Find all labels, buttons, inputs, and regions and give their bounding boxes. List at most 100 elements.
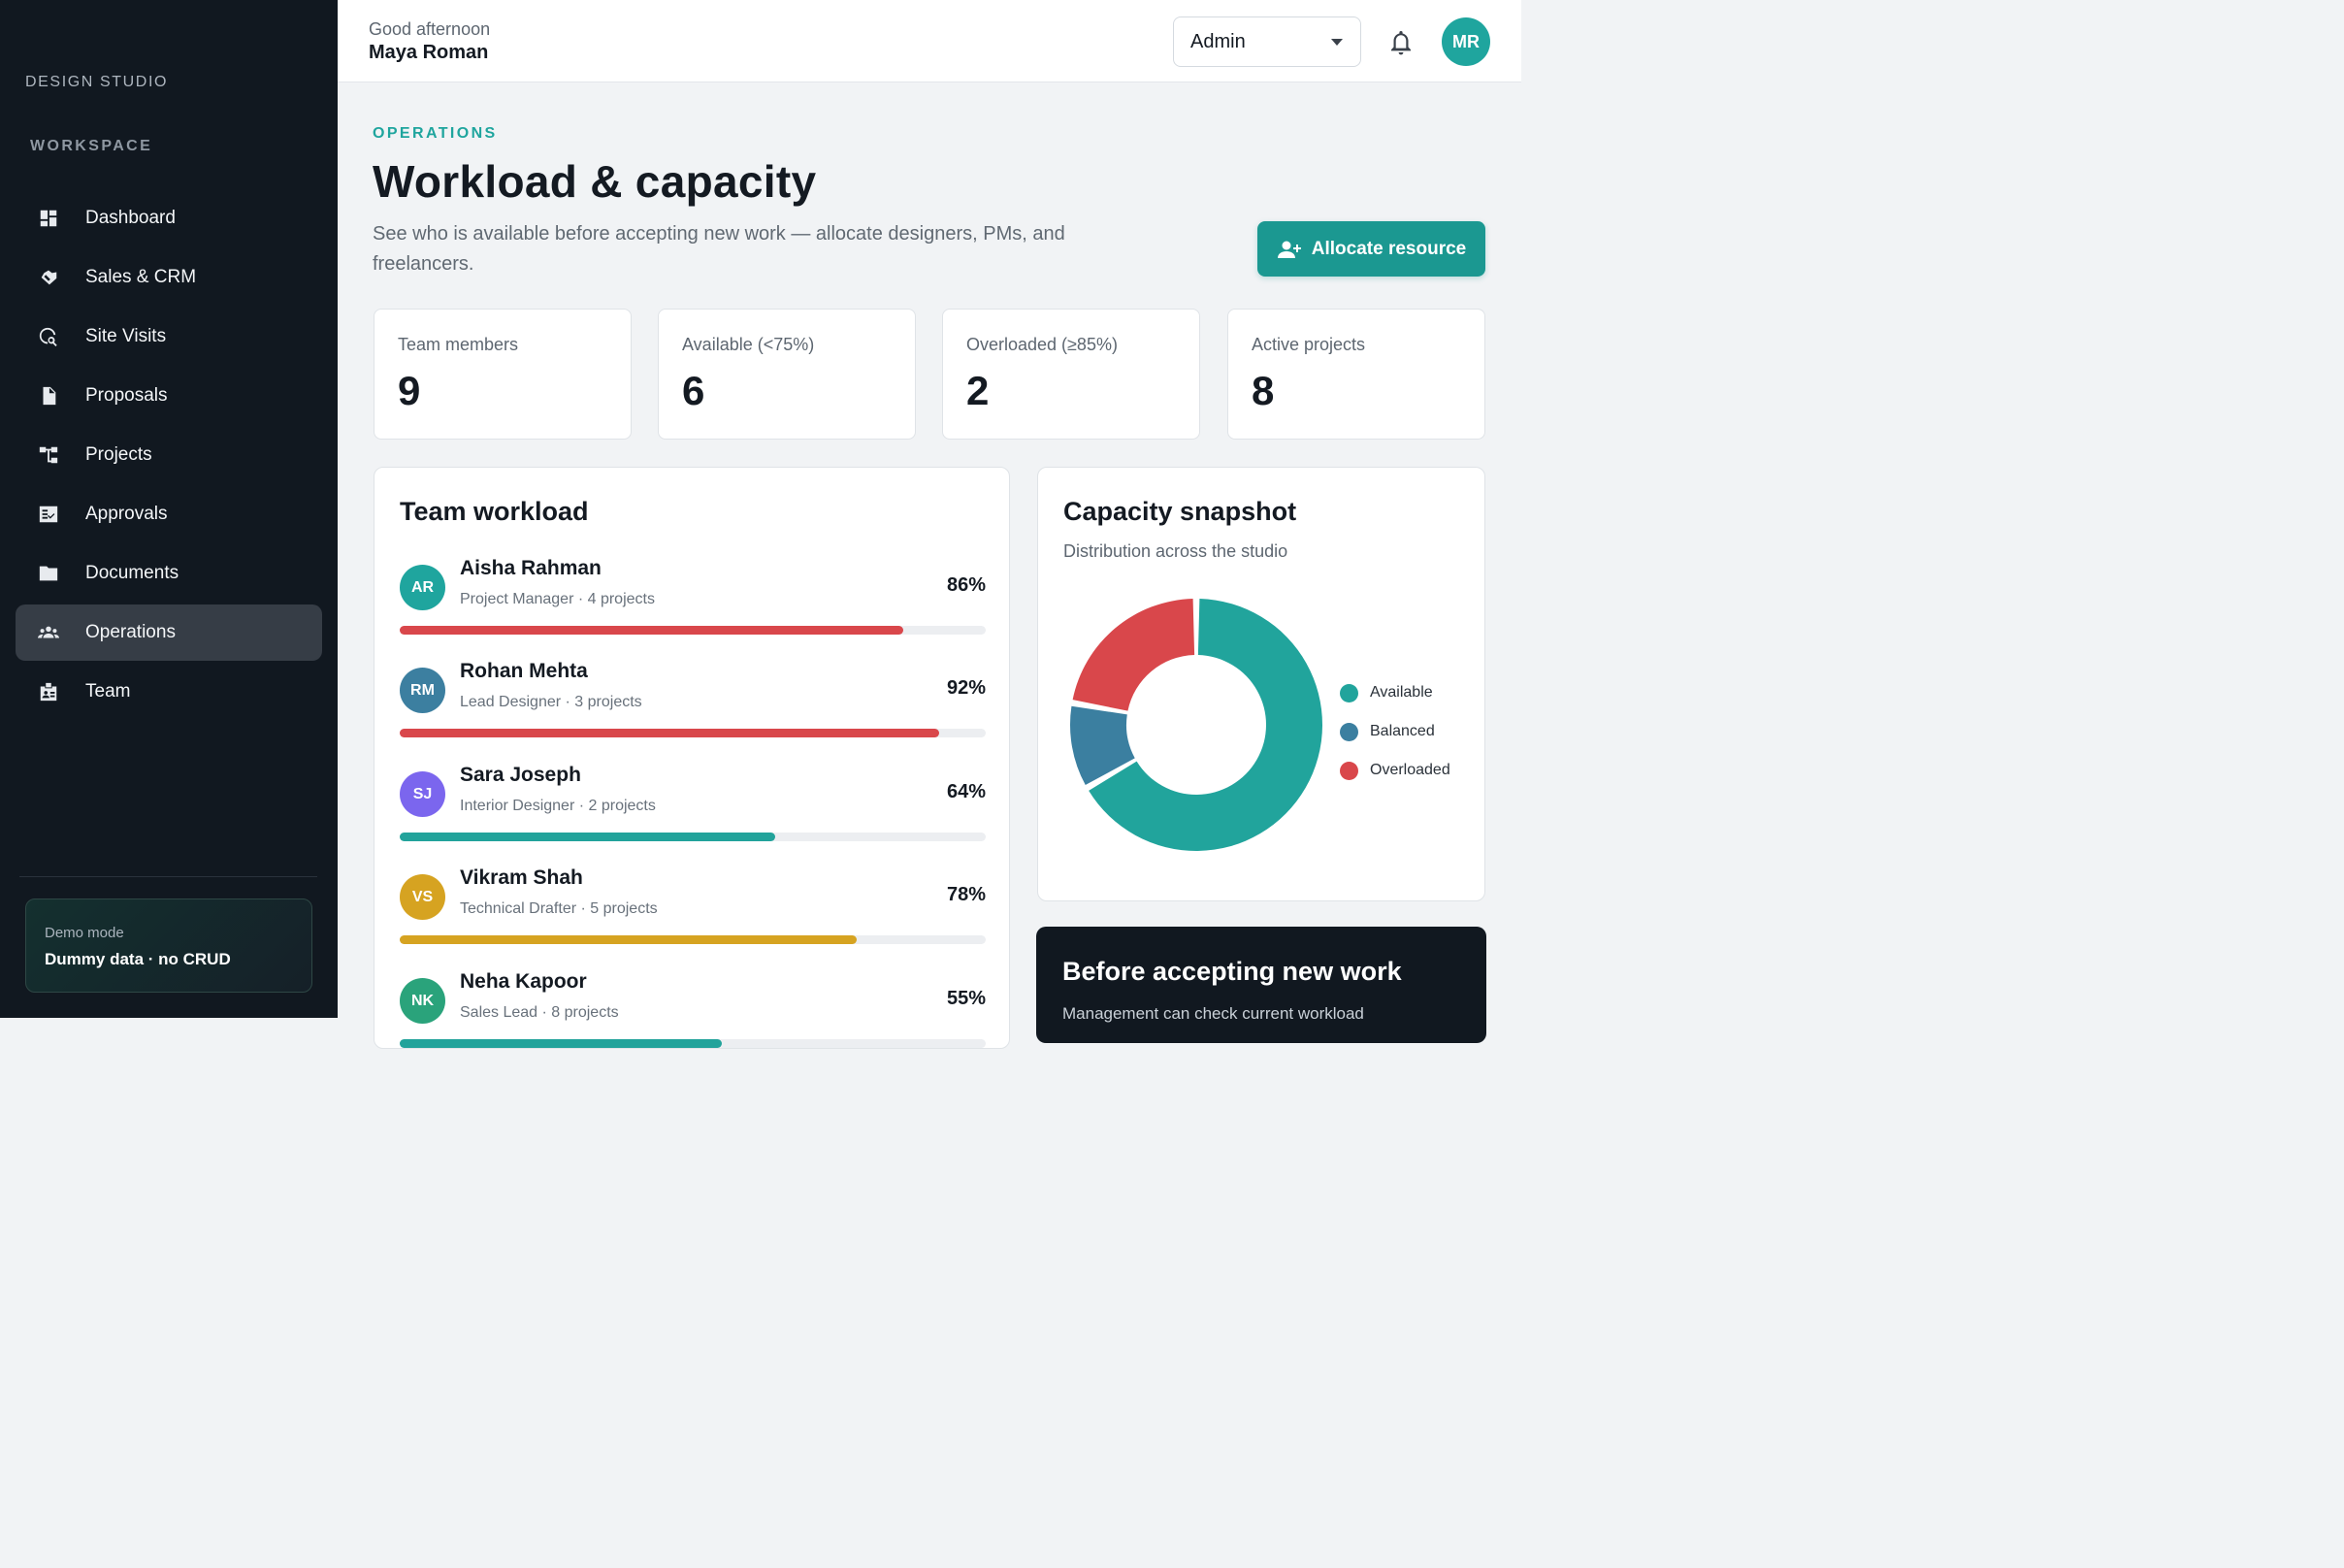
badge-icon [37,680,60,703]
legend-label: Balanced [1370,723,1435,739]
legend-dot [1340,761,1358,780]
stat-value: 9 [398,368,421,413]
legend-item: Available [1340,673,1450,712]
before-new-work-title: Before accepting new work [1062,957,1402,986]
sidebar-item-sales-crm[interactable]: Sales & CRM [16,249,322,306]
sidebar-item-label: Projects [85,444,152,465]
sidebar-item-label: Team [85,681,131,702]
groups-icon [37,621,60,644]
workload-bar-track [400,935,986,944]
donut-slice-balanced [1070,705,1135,786]
dashboard-icon [37,207,60,230]
team-member-row[interactable]: RM Rohan Mehta Lead Designer · 3 projects 9… [400,660,986,757]
workload-bar-track [400,729,986,737]
stat-label: Active projects [1252,335,1366,354]
chevron-down-icon [1331,39,1343,46]
team-member-row[interactable]: AR Aisha Rahman Project Manager · 4 projec… [400,557,986,654]
donut-slice-available [1089,599,1322,851]
member-workload-percent: 55% [946,988,986,1009]
stat-card-team-members: Team members 9 [374,309,632,440]
role-select-value: Admin [1190,30,1246,52]
person-add-icon [1277,241,1301,258]
sidebar-item-approvals[interactable]: Approvals [16,486,322,542]
fact-check-icon [37,503,60,526]
workload-bar-fill [400,833,775,841]
before-new-work-panel: Before accepting new work Management can… [1036,927,1486,1043]
member-name: Sara Joseph [460,764,581,786]
member-role: Project Manager · 4 projects [460,591,655,607]
sidebar-item-dashboard[interactable]: Dashboard [16,190,322,246]
capacity-legend: Available Balanced Overloaded [1340,673,1450,790]
sidebar-item-label: Dashboard [85,208,176,228]
member-role: Sales Lead · 8 projects [460,1004,619,1021]
workload-bar-track [400,833,986,841]
stat-card-overloaded: Overloaded (≥85%) 2 [942,309,1200,440]
team-member-row[interactable]: VS Vikram Shah Technical Drafter · 5 proje… [400,866,986,964]
member-role: Interior Designer · 2 projects [460,798,656,814]
brand-name: DESIGN STUDIO [25,74,169,90]
workspace-label: WORKSPACE [30,138,153,154]
member-avatar: SJ [400,771,445,817]
sidebar-item-operations[interactable]: Operations [16,604,322,661]
member-name: Neha Kapoor [460,970,587,993]
capacity-snapshot-panel: Capacity snapshot Distribution across th… [1037,467,1485,901]
workload-bar-track [400,626,986,635]
sidebar-item-site-visits[interactable]: Site Visits [16,309,322,365]
capacity-title: Capacity snapshot [1063,497,1297,526]
page-description: See who is available before accepting ne… [373,223,1065,275]
workload-bar-fill [400,626,904,635]
stat-value: 2 [966,368,990,413]
sidebar-item-label: Documents [85,563,179,583]
legend-label: Overloaded [1370,762,1450,778]
workload-bar-track [400,1039,986,1048]
sidebar-item-documents[interactable]: Documents [16,545,322,602]
top-bar: Good afternoon Maya Roman Admin MR [338,0,1521,82]
member-role: Technical Drafter · 5 projects [460,900,658,917]
allocate-resource-label: Allocate resource [1311,238,1467,259]
member-role: Lead Designer · 3 projects [460,694,642,710]
workload-bar-fill [400,1039,723,1048]
member-name: Vikram Shah [460,866,583,889]
stat-label: Available (<75%) [682,335,815,354]
stat-card-available: Available (<75%) 6 [658,309,916,440]
stat-card-active-projects: Active projects 8 [1227,309,1485,440]
capacity-donut-chart [1070,599,1322,851]
account-tree-icon [37,443,60,467]
legend-dot [1340,683,1358,702]
legend-label: Available [1370,684,1433,701]
member-avatar: VS [400,874,445,920]
allocate-resource-button[interactable]: Allocate resource [1257,221,1485,277]
sidebar-item-label: Operations [85,622,176,642]
folder-icon [37,562,60,585]
member-name: Aisha Rahman [460,557,602,579]
sidebar-item-label: Site Visits [85,326,167,346]
member-avatar: AR [400,565,445,610]
sidebar-item-proposals[interactable]: Proposals [16,368,322,424]
stat-value: 8 [1252,368,1275,413]
page-eyebrow: OPERATIONS [373,125,498,142]
sidebar-item-label: Approvals [85,504,168,524]
handshake-icon [37,266,60,289]
page-title: Workload & capacity [373,156,817,207]
team-member-row[interactable]: NK Neha Kapoor Sales Lead · 8 projects 55% [400,970,986,1067]
bell-icon[interactable] [1387,28,1415,57]
member-name: Rohan Mehta [460,660,588,682]
sidebar-item-team[interactable]: Team [16,664,322,720]
sidebar-item-projects[interactable]: Projects [16,427,322,483]
greeting-text: Good afternoon [369,19,491,39]
team-workload-title: Team workload [400,497,589,526]
before-new-work-text: Management can check current workload [1062,1004,1364,1023]
stat-label: Team members [398,335,519,354]
member-avatar: RM [400,668,445,713]
travel-explore-icon [37,325,60,348]
user-avatar[interactable]: MR [1442,17,1490,66]
sidebar-nav: Dashboard Sales & CRM Site Visits Propos… [16,190,322,723]
member-workload-percent: 86% [946,574,986,596]
member-workload-percent: 78% [946,884,986,905]
legend-item: Overloaded [1340,751,1450,790]
demo-mode-card: Demo mode Dummy data · no CRUD [25,898,312,993]
sidebar-divider [19,876,317,877]
role-select[interactable]: Admin [1173,16,1361,67]
team-member-row[interactable]: SJ Sara Joseph Interior Designer · 2 proje… [400,764,986,861]
user-name: Maya Roman [369,42,489,63]
